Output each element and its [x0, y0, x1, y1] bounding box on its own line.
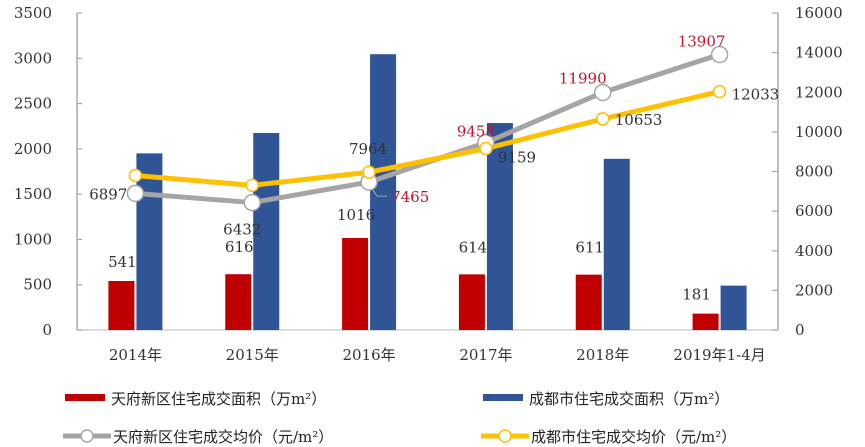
tianfu-area-data-label: 541 — [108, 253, 137, 271]
tianfu-area-bar — [108, 281, 135, 330]
leader-line — [371, 188, 388, 197]
chengdu-price-point — [596, 112, 610, 126]
legend-marker — [498, 429, 512, 443]
legend-item: 成都市住宅成交均价（元/m²） — [481, 428, 736, 446]
chengdu-price-point — [479, 141, 493, 156]
tianfu-area-data-label: 616 — [225, 238, 254, 256]
tianfu-area-bar — [458, 274, 485, 330]
x-tick-label: 2017年 — [459, 346, 512, 364]
x-tick-label: 2014年 — [109, 346, 162, 364]
legend-label: 天府新区住宅成交均价（元/m²） — [113, 428, 333, 446]
right-tick-label: 10000 — [795, 123, 843, 141]
chengdu-price-point — [362, 165, 376, 179]
tianfu-area-data-label: 614 — [459, 238, 488, 256]
tianfu-price-data-label: 13907 — [678, 32, 726, 50]
tianfu-price-point — [594, 83, 612, 102]
left-tick-label: 1500 — [14, 185, 52, 203]
tianfu-area-bar — [575, 274, 602, 330]
legend-label: 成都市住宅成交面积（万m²） — [529, 390, 729, 408]
tianfu-area-bar — [342, 237, 369, 330]
legend-label: 天府新区住宅成交面积（万m²） — [111, 390, 326, 408]
chengdu-price-data-label: 9159 — [498, 149, 536, 167]
left-tick-label: 1000 — [14, 230, 52, 248]
legend-label: 成都市住宅成交均价（元/m²） — [531, 428, 736, 446]
chengdu-area-bar — [253, 133, 280, 330]
left-tick-label: 500 — [23, 276, 52, 294]
left-tick-label: 3500 — [14, 4, 52, 22]
right-tick-label: 6000 — [795, 202, 833, 220]
tianfu-price-data-label: 6432 — [223, 221, 261, 239]
right-tick-label: 4000 — [795, 242, 833, 260]
chengdu-price-point — [712, 84, 727, 99]
tianfu-price-point — [126, 184, 145, 203]
legend-item: 天府新区住宅成交面积（万m²） — [65, 390, 326, 408]
chengdu-price-data-label: 10653 — [615, 111, 663, 129]
right-tick-label: 16000 — [795, 4, 843, 22]
legend-item: 成都市住宅成交面积（万m²） — [483, 390, 729, 408]
legend-swatch — [483, 394, 523, 401]
x-tick-label: 2019年1-4月 — [673, 346, 765, 364]
tianfu-area-bar — [692, 313, 719, 330]
right-tick-label: 2000 — [795, 281, 833, 299]
x-tick-label: 2015年 — [226, 346, 279, 364]
left-tick-label: 2500 — [14, 95, 52, 113]
chengdu-area-bar — [136, 153, 163, 330]
chengdu-price-point — [128, 168, 143, 183]
chengdu-price-point — [245, 178, 259, 193]
tianfu-price-data-label: 11990 — [559, 69, 607, 87]
tianfu-area-bar — [225, 274, 252, 330]
chengdu-area-bar — [720, 285, 747, 330]
right-tick-label: 12000 — [795, 83, 843, 101]
x-tick-label: 2016年 — [342, 346, 395, 364]
right-tick-label: 0 — [795, 321, 805, 339]
legend-item: 天府新区住宅成交均价（元/m²） — [63, 428, 333, 446]
left-tick-label: 3000 — [14, 49, 52, 67]
left-tick-label: 0 — [42, 321, 52, 339]
x-tick-label: 2018年 — [576, 346, 629, 364]
tianfu-area-data-label: 181 — [682, 286, 711, 304]
right-tick-label: 8000 — [795, 163, 833, 181]
chengdu-area-bar — [486, 123, 513, 331]
tianfu-area-data-label: 1016 — [337, 206, 375, 224]
legend-swatch — [65, 394, 105, 401]
chengdu-price-data-label: 12033 — [732, 86, 780, 104]
chengdu-price-line — [135, 89, 721, 188]
tianfu-price-data-label: 6897 — [89, 185, 127, 203]
legend-marker — [80, 429, 94, 443]
tianfu-area-data-label: 611 — [575, 239, 604, 257]
left-tick-label: 2000 — [14, 140, 52, 158]
tianfu-price-data-label: 9458 — [457, 123, 495, 141]
tianfu-price-point — [243, 193, 261, 212]
tianfu-price-data-label: 7465 — [391, 188, 429, 206]
chengdu-area-bar — [603, 158, 630, 330]
tianfu-price-point — [710, 45, 729, 64]
chengdu-price-data-label: 7964 — [349, 140, 387, 158]
right-tick-label: 14000 — [795, 44, 843, 62]
